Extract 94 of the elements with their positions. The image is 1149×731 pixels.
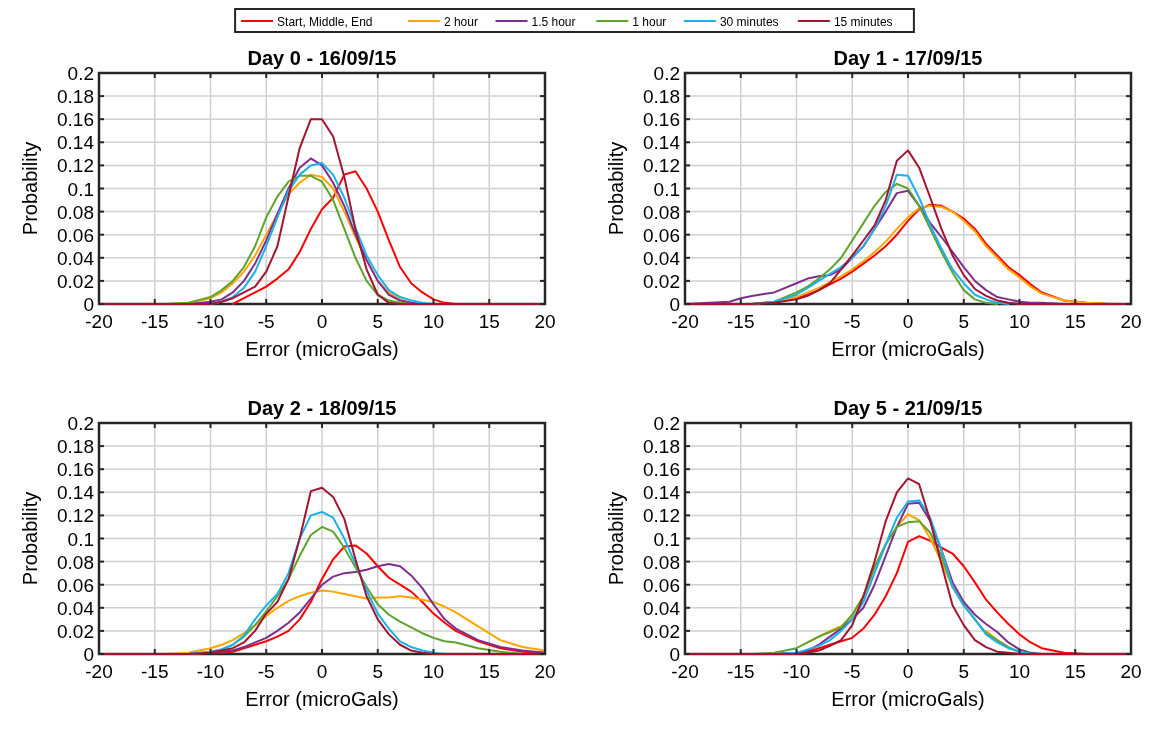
x-tick-label: 20 [1120, 661, 1142, 682]
y-tick-label: 0.12 [643, 505, 680, 527]
y-tick-label: 0.04 [643, 247, 681, 269]
y-tick-label: 0.02 [643, 270, 680, 292]
y-tick-label: 0.02 [643, 620, 680, 642]
y-tick-label: 0.2 [653, 63, 680, 84]
x-tick-label: -15 [141, 311, 169, 332]
y-tick-label: 0.16 [643, 109, 680, 131]
x-tick-label: -10 [782, 311, 811, 332]
y-tick-label: 0.08 [643, 201, 680, 223]
x-axis-title: Error (microGals) [831, 338, 985, 360]
x-tick-label: 5 [372, 311, 384, 332]
x-tick-label: 0 [902, 311, 914, 332]
y-tick-label: 0.02 [57, 620, 94, 642]
line-series [98, 486, 546, 655]
x-tick-label: -10 [196, 661, 225, 682]
x-tick-label: -5 [257, 311, 275, 332]
x-tick-label: 10 [422, 311, 445, 332]
y-tick-label: 0.12 [57, 505, 94, 527]
x-tick-label: 5 [372, 661, 384, 682]
y-tick-label: 0.08 [57, 201, 94, 223]
y-tick-label: 0.12 [57, 155, 94, 177]
y-tick-label: 0.16 [643, 459, 680, 481]
x-tick-label: 20 [534, 311, 556, 332]
x-tick-label: 5 [958, 311, 970, 332]
x-tick-label: 15 [478, 661, 500, 682]
legend-label: 1 hour [632, 14, 667, 29]
x-axis-title: Error (microGals) [831, 688, 985, 710]
x-axis-title: Error (microGals) [245, 338, 399, 360]
x-tick-label: 10 [1008, 661, 1031, 682]
x-tick-label: 15 [478, 311, 500, 332]
y-axis-title: Probability [605, 141, 627, 236]
chart-title: Day 2 - 18/09/15 [247, 397, 397, 419]
y-tick-label: 0.04 [57, 597, 95, 619]
legend-label: 15 minutes [833, 14, 893, 29]
y-tick-label: 0.04 [57, 247, 95, 269]
y-tick-label: 0.2 [67, 413, 94, 434]
y-tick-label: 0.14 [57, 132, 95, 154]
x-tick-label: 15 [1064, 661, 1086, 682]
legend-label: 1.5 hour [531, 14, 576, 29]
x-tick-label: 0 [316, 661, 328, 682]
y-axis-title: Probability [19, 491, 41, 586]
x-axis-title: Error (microGals) [245, 688, 399, 710]
x-tick-label: -5 [843, 661, 861, 682]
x-tick-label: -10 [196, 311, 225, 332]
y-tick-label: 0.18 [57, 86, 94, 108]
y-tick-label: 0.06 [643, 224, 680, 246]
x-tick-label: 20 [1120, 311, 1142, 332]
x-tick-label: -15 [727, 661, 755, 682]
x-tick-label: 0 [316, 311, 328, 332]
x-tick-label: 15 [1064, 311, 1086, 332]
y-tick-label: 0.18 [643, 436, 680, 458]
x-tick-label: 20 [534, 661, 556, 682]
x-tick-label: 0 [902, 661, 914, 682]
line-series [684, 477, 1132, 655]
chart-title: Day 0 - 16/09/15 [247, 47, 397, 69]
legend-label: Start, Middle, End [277, 14, 373, 29]
line-series [98, 118, 546, 305]
y-tick-label: 0.06 [57, 574, 94, 596]
y-tick-label: 0.18 [643, 86, 680, 108]
x-tick-label: -5 [843, 311, 861, 332]
y-tick-label: 0.08 [643, 551, 680, 573]
y-tick-label: 0.08 [57, 551, 94, 573]
y-tick-label: 0.2 [67, 63, 94, 84]
x-tick-label: -10 [782, 661, 811, 682]
y-tick-label: 0.1 [67, 178, 94, 200]
y-tick-label: 0.16 [57, 109, 94, 131]
y-tick-label: 0.14 [643, 132, 681, 154]
x-tick-label: -15 [141, 661, 169, 682]
chart-title: Day 1 - 17/09/15 [833, 47, 983, 69]
y-tick-label: 0.14 [57, 482, 95, 504]
y-axis-title: Probability [19, 141, 41, 236]
y-tick-label: 0.06 [643, 574, 680, 596]
x-tick-label: -15 [727, 311, 755, 332]
x-tick-label: 5 [958, 661, 970, 682]
x-tick-label: 10 [422, 661, 445, 682]
x-tick-label: 10 [1008, 311, 1031, 332]
y-tick-label: 0.02 [57, 270, 94, 292]
line-series [684, 149, 1132, 305]
y-tick-label: 0.2 [653, 413, 680, 434]
y-tick-label: 0.12 [643, 155, 680, 177]
legend-label: 2 hour [443, 14, 478, 29]
y-axis-title: Probability [605, 491, 627, 586]
y-tick-label: 0.1 [67, 528, 94, 550]
legend-label: 30 minutes [719, 14, 779, 29]
y-tick-label: 0.14 [643, 482, 681, 504]
x-tick-label: -5 [257, 661, 275, 682]
y-tick-label: 0.1 [653, 528, 680, 550]
y-tick-label: 0.04 [643, 597, 681, 619]
y-tick-label: 0.18 [57, 436, 94, 458]
y-tick-label: 0.1 [653, 178, 680, 200]
y-tick-label: 0.06 [57, 224, 94, 246]
chart-title: Day 5 - 21/09/15 [833, 397, 983, 419]
y-tick-label: 0.16 [57, 459, 94, 481]
